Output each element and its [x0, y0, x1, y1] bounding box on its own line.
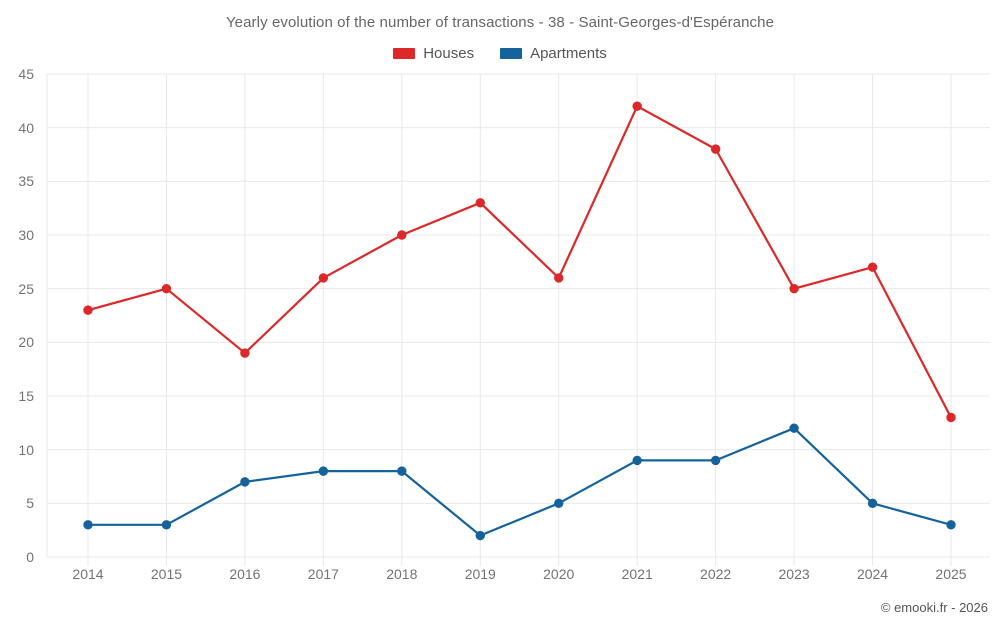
x-axis-tick-label: 2019	[464, 566, 496, 582]
data-point[interactable]	[83, 520, 93, 530]
data-point[interactable]	[475, 530, 485, 541]
x-axis-tick-label: 2014	[72, 566, 104, 582]
data-point[interactable]	[161, 283, 172, 294]
y-axis-tick-label: 30	[18, 227, 34, 243]
series-houses	[83, 101, 956, 423]
data-point[interactable]	[318, 273, 329, 283]
data-point[interactable]	[867, 498, 878, 509]
x-axis-tick-label: 2015	[150, 566, 183, 582]
y-axis-tick-label: 45	[18, 66, 34, 82]
series-line	[86, 105, 953, 419]
y-axis-tick-label: 25	[18, 280, 34, 297]
x-axis-tick-label: 2020	[543, 566, 575, 582]
legend-swatch-houses	[393, 48, 416, 59]
data-point[interactable]	[397, 466, 407, 476]
data-point[interactable]	[710, 144, 721, 154]
data-point[interactable]	[554, 498, 564, 509]
legend-label-apartments: Apartments	[530, 45, 607, 62]
y-axis-tick-label: 10	[18, 441, 34, 458]
grid-lines	[46, 73, 990, 566]
data-point[interactable]	[867, 262, 878, 272]
data-point[interactable]	[240, 348, 250, 358]
legend-swatch-apartments	[500, 48, 523, 59]
x-axis-tick-label: 2023	[778, 566, 810, 582]
data-point[interactable]	[789, 423, 799, 433]
legend-label-houses: Houses	[423, 45, 475, 62]
footer-credit: © emooki.fr - 2026	[880, 600, 988, 615]
data-point[interactable]	[632, 455, 642, 466]
x-axis-tick-label: 2021	[621, 566, 653, 582]
series-line	[86, 427, 953, 537]
legend-item-apartments[interactable]: Apartments	[500, 45, 607, 62]
x-axis-tick-label: 2024	[856, 566, 889, 582]
x-axis-tick-label: 2022	[700, 566, 732, 582]
x-axis-tick-label: 2025	[935, 566, 967, 582]
y-axis-tick-label: 20	[18, 334, 34, 351]
data-point[interactable]	[789, 283, 799, 294]
x-axis-tick-label: 2018	[386, 566, 418, 582]
y-axis-tick-label: 35	[18, 173, 34, 190]
data-point[interactable]	[240, 477, 250, 487]
y-axis-tick-label: 15	[18, 388, 34, 404]
data-point[interactable]	[946, 412, 956, 423]
data-point[interactable]	[83, 305, 93, 315]
y-axis-tick-label: 0	[26, 549, 34, 565]
data-point[interactable]	[632, 101, 642, 111]
x-axis-tick-label: 2016	[229, 566, 261, 582]
data-point[interactable]	[161, 520, 172, 530]
y-axis-tick-label: 5	[26, 495, 34, 512]
data-point[interactable]	[318, 466, 329, 476]
data-point[interactable]	[946, 520, 956, 530]
chart-title: Yearly evolution of the number of transa…	[225, 14, 775, 31]
data-point[interactable]	[710, 455, 721, 466]
data-point[interactable]	[554, 273, 564, 283]
legend-item-houses[interactable]: Houses	[393, 45, 474, 62]
data-point[interactable]	[397, 230, 407, 240]
x-axis-tick-label: 2017	[307, 566, 339, 582]
series-apartments	[83, 423, 956, 541]
chart-legend: Houses Apartments	[0, 45, 1000, 62]
y-axis-tick-label: 40	[18, 119, 34, 136]
data-point[interactable]	[475, 198, 485, 208]
